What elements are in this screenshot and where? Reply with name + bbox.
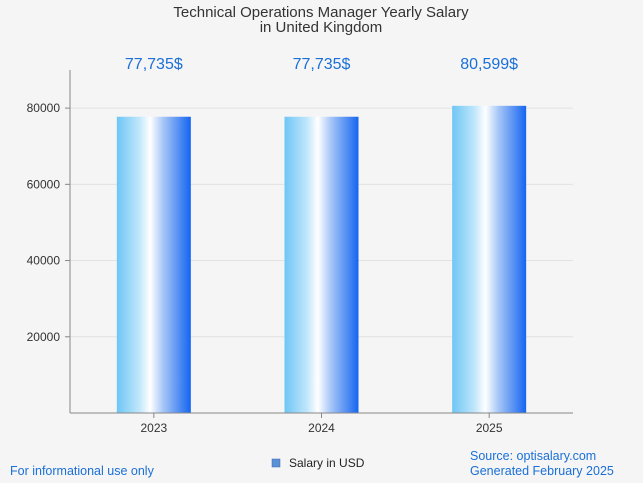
legend-label: Salary in USD — [289, 456, 365, 470]
generated-date-text: Generated February 2025 — [470, 464, 614, 478]
y-tick-label: 40000 — [27, 254, 61, 268]
bar-2024[interactable] — [284, 116, 359, 413]
bar-2023[interactable] — [116, 116, 191, 413]
y-tick-label: 20000 — [27, 330, 61, 344]
chart-title-line-1: Technical Operations Manager Yearly Sala… — [173, 4, 469, 21]
chart-title-line-2: in United Kingdom — [260, 19, 383, 36]
bar-2025[interactable] — [452, 105, 527, 414]
bars — [116, 105, 527, 414]
value-label: 77,735$ — [125, 56, 183, 73]
value-label: 80,599$ — [460, 56, 518, 73]
legend[interactable]: Salary in USD — [271, 456, 365, 470]
x-axis-ticks: 2023 2024 2025 — [140, 413, 503, 435]
y-tick-label: 80000 — [27, 101, 61, 115]
y-axis-ticks: 20000 40000 60000 80000 — [27, 101, 70, 344]
source-text: Source: optisalary.com — [470, 449, 596, 463]
y-tick-label: 60000 — [27, 177, 61, 191]
legend-swatch — [271, 458, 281, 468]
value-label: 77,735$ — [293, 56, 351, 73]
value-labels: 77,735$ 77,735$ 80,599$ — [125, 56, 518, 73]
x-tick-label: 2025 — [476, 421, 503, 435]
disclaimer-text: For informational use only — [10, 464, 155, 478]
x-tick-label: 2023 — [140, 421, 167, 435]
x-tick-label: 2024 — [308, 421, 335, 435]
